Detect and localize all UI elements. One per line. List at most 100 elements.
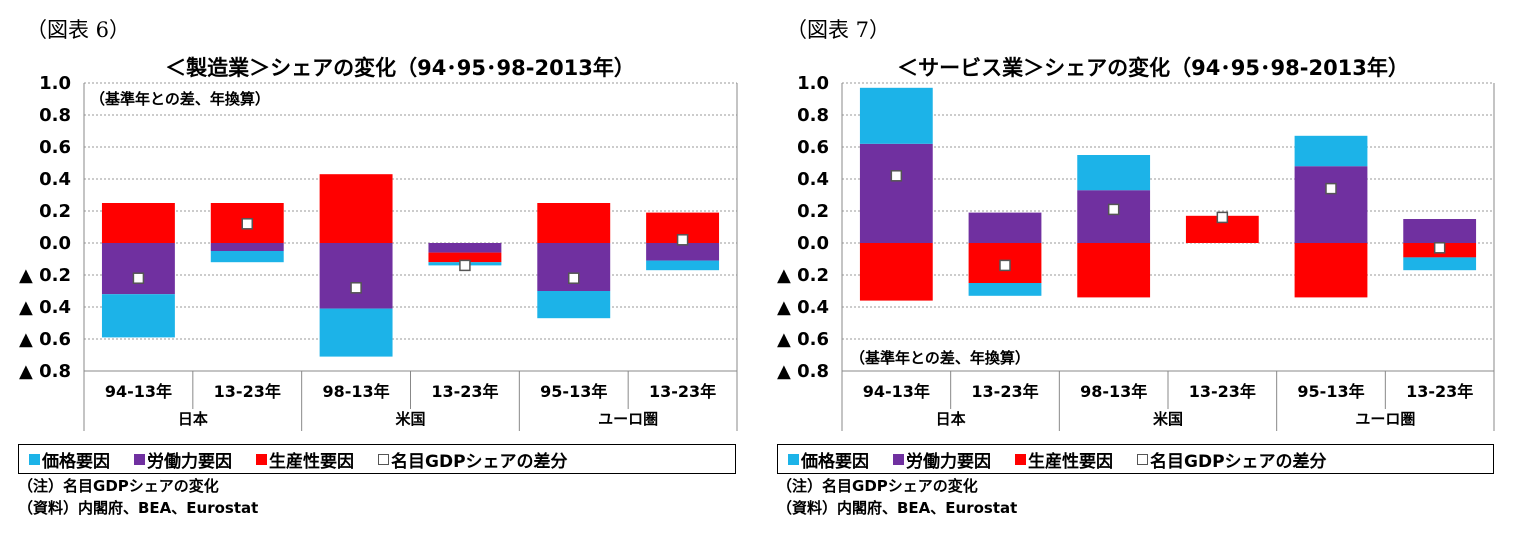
x-tick-label: 95-13年 xyxy=(1297,382,1364,401)
legend-label-productivity: 生産性要因 xyxy=(269,451,354,472)
legend-item-productivity: 生産性要因 xyxy=(256,447,354,472)
y-tick-label: 1.0 xyxy=(39,73,71,94)
group-label: 日本 xyxy=(178,410,208,428)
bar-labor-6 xyxy=(1403,219,1477,243)
group-label: ユーロ圏 xyxy=(1355,410,1415,428)
source-line: （資料）内閣府、BEA、Eurostat xyxy=(777,499,1018,517)
bar-productivity-1 xyxy=(859,243,933,301)
chart-title: ＜サービス業＞シェアの変化（94･95･98-2013年） xyxy=(897,56,1409,80)
bar-labor-5 xyxy=(1294,166,1368,243)
legend-item-price: 価格要因 xyxy=(788,447,869,472)
bar-price-3 xyxy=(1077,155,1151,191)
bar-price-5 xyxy=(1294,135,1368,167)
legend-1: 価格要因 労働力要因 生産性要因 名目GDPシェアの差分 xyxy=(777,444,1494,474)
y-tick-label: 0.2 xyxy=(39,201,71,222)
y-tick-label: ▲ 0.4 xyxy=(777,297,829,318)
legend-item-labor: 労働力要因 xyxy=(893,447,991,472)
y-tick-label: 0.2 xyxy=(797,201,829,222)
x-tick-label: 94-13年 xyxy=(863,382,930,401)
x-tick-label: 13-23年 xyxy=(1189,382,1256,401)
swatch-price xyxy=(29,453,40,465)
marker-gdp-share-5 xyxy=(568,272,580,284)
x-tick-label: 13-23年 xyxy=(431,382,498,401)
legend-label-productivity: 生産性要因 xyxy=(1028,451,1113,472)
marker-gdp-share-6 xyxy=(1433,242,1446,254)
group-label: 日本 xyxy=(936,410,966,428)
legend-item-gdp-share: 名目GDPシェアの差分 xyxy=(1137,447,1327,472)
bar-labor-1 xyxy=(859,143,933,243)
y-tick-label: 0.0 xyxy=(797,233,829,254)
x-tick-label: 13-23年 xyxy=(649,382,716,401)
bar-productivity-3 xyxy=(1077,243,1151,298)
bar-price-1 xyxy=(101,294,175,338)
y-tick-label: ▲ 0.2 xyxy=(19,265,71,286)
bar-productivity-1 xyxy=(101,203,175,243)
bar-price-1 xyxy=(859,87,933,144)
legend-item-productivity: 生産性要因 xyxy=(1015,447,1113,472)
swatch-labor xyxy=(134,453,145,465)
x-tick-label: 95-13年 xyxy=(540,382,607,401)
legend-item-price: 価格要因 xyxy=(29,447,110,472)
marker-gdp-share-2 xyxy=(999,259,1011,272)
bar-productivity-3 xyxy=(319,174,393,243)
note-line: （注）名目GDPシェアの変化 xyxy=(777,477,978,495)
bar-productivity-5 xyxy=(537,203,611,243)
y-tick-label: ▲ 0.4 xyxy=(19,297,71,318)
marker-gdp-share-5 xyxy=(1325,182,1337,195)
source-line: （資料）内閣府、BEA、Eurostat xyxy=(18,499,259,517)
x-tick-label: 13-23年 xyxy=(1406,382,1473,401)
group-label: 米国 xyxy=(1153,410,1183,428)
chart-services: ＜サービス業＞シェアの変化（94･95･98-2013年） 1.0 0.8 0.6 0.… xyxy=(777,56,1495,431)
bar-labor-2 xyxy=(210,243,284,251)
legend-label-labor: 労働力要因 xyxy=(147,451,232,472)
legend-label-gdp-share: 名目GDPシェアの差分 xyxy=(1150,451,1327,472)
marker-gdp-share-4 xyxy=(459,259,471,272)
bar-productivity-5 xyxy=(1294,243,1368,298)
marker-gdp-share-1 xyxy=(132,272,145,284)
y-tick-label: 0.8 xyxy=(39,105,71,126)
marker-gdp-share-2 xyxy=(241,218,253,230)
bar-labor-2 xyxy=(968,212,1042,243)
swatch-gdp-share xyxy=(1137,453,1148,465)
y-tick-label: 1.0 xyxy=(797,73,829,94)
x-tick-label: 13-23年 xyxy=(214,382,281,401)
y-tick-label: 0.4 xyxy=(797,169,829,190)
notes-1: （注）名目GDPシェアの変化 （資料）内閣府、BEA、Eurostat xyxy=(777,475,1017,519)
marker-gdp-share-3 xyxy=(350,282,362,294)
unit-note: （基準年との差、年換算） xyxy=(90,90,270,108)
legend-item-labor: 労働力要因 xyxy=(134,447,232,472)
legend-label-price: 価格要因 xyxy=(801,451,869,472)
bar-labor-4 xyxy=(428,243,502,253)
bar-labor-1 xyxy=(101,243,175,295)
bar-labor-6 xyxy=(646,243,720,261)
note-line: （注）名目GDPシェアの変化 xyxy=(18,477,219,495)
bar-labor-3 xyxy=(319,243,393,309)
unit-note: （基準年との差、年換算） xyxy=(850,349,1030,367)
bar-price-2 xyxy=(210,251,284,263)
swatch-labor xyxy=(893,453,904,465)
y-tick-label: 0.0 xyxy=(39,233,71,254)
legend-0: 価格要因 労働力要因 生産性要因 名目GDPシェアの差分 xyxy=(18,444,736,474)
group-label: ユーロ圏 xyxy=(598,410,658,428)
chart-title: ＜製造業＞シェアの変化（94･95･98-2013年） xyxy=(165,56,635,80)
y-tick-label: 0.6 xyxy=(39,137,71,158)
swatch-productivity xyxy=(1015,453,1026,465)
x-tick-label: 13-23年 xyxy=(971,382,1038,401)
swatch-gdp-share xyxy=(378,453,389,465)
bar-price-6 xyxy=(646,260,720,271)
marker-gdp-share-6 xyxy=(676,234,689,246)
figure-label-6: （図表 6） xyxy=(26,18,131,42)
marker-gdp-share-4 xyxy=(1216,211,1229,224)
y-tick-label: ▲ 0.6 xyxy=(777,329,829,350)
bar-productivity-4 xyxy=(428,252,502,263)
legend-label-price: 価格要因 xyxy=(42,451,110,472)
y-tick-label: ▲ 0.8 xyxy=(777,361,829,382)
y-tick-label: 0.6 xyxy=(797,137,829,158)
figure-label-7: （図表 7） xyxy=(786,18,891,42)
x-tick-label: 98-13年 xyxy=(1080,382,1147,401)
x-tick-label: 94-13年 xyxy=(105,382,172,401)
bar-price-3 xyxy=(319,308,393,357)
bar-labor-3 xyxy=(1077,190,1151,243)
chart-manufacturing: ＜製造業＞シェアの変化（94･95･98-2013年） 1.0 0.8 0.6 0.4 0… xyxy=(19,56,738,431)
bar-price-2 xyxy=(968,283,1042,296)
